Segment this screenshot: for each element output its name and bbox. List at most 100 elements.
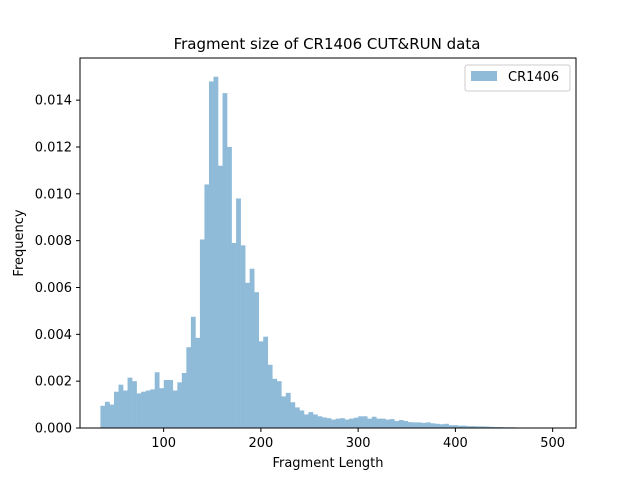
- histogram-bar: [163, 379, 169, 428]
- histogram-bar: [290, 402, 296, 428]
- histogram-bar: [299, 410, 305, 428]
- histogram-bar: [145, 390, 151, 428]
- histogram-bar: [132, 381, 137, 428]
- histogram-bar: [213, 76, 219, 428]
- histogram-bar: [236, 198, 241, 428]
- histogram-bar: [218, 165, 223, 429]
- y-tick-label: 0.010: [35, 187, 72, 202]
- histogram-bar: [426, 422, 431, 428]
- histogram-bar: [159, 388, 165, 428]
- histogram-bar: [421, 422, 427, 428]
- histogram-bar: [118, 384, 124, 428]
- histogram-bar: [195, 337, 201, 428]
- histogram-bar: [249, 268, 255, 428]
- histogram-bar: [448, 425, 454, 428]
- x-axis: 100 200 300 400 500: [151, 428, 565, 451]
- histogram-bar: [489, 426, 495, 428]
- legend-swatch: [471, 71, 497, 81]
- legend-label: CR1406: [508, 70, 559, 85]
- histogram-bar: [358, 416, 364, 428]
- histogram-bar: [294, 407, 300, 428]
- histogram-bar: [335, 418, 341, 428]
- histogram-bar: [204, 184, 210, 428]
- histogram-bar: [435, 423, 440, 428]
- histogram-bar: [113, 391, 119, 428]
- x-axis-label: Fragment Length: [272, 456, 383, 471]
- histogram-bar: [367, 418, 373, 428]
- histogram-bar: [471, 426, 477, 428]
- histogram-bar: [349, 418, 354, 428]
- y-tick-label: 0.006: [35, 281, 72, 296]
- histogram-bar: [177, 382, 183, 428]
- histogram-bar: [317, 416, 323, 428]
- x-tick-label: 500: [540, 436, 565, 451]
- histogram-bar: [303, 414, 309, 428]
- histogram-bars: [100, 76, 553, 429]
- histogram-bar: [416, 422, 422, 428]
- histogram-bar: [394, 420, 400, 428]
- histogram-bar: [276, 381, 282, 428]
- histogram-bar: [123, 390, 128, 428]
- y-tick-label: 0.002: [35, 375, 72, 390]
- histogram-bar: [389, 419, 395, 428]
- histogram-bar: [344, 419, 350, 428]
- histogram-bar: [141, 391, 146, 428]
- histogram-bar: [136, 393, 142, 428]
- x-tick-label: 400: [443, 436, 468, 451]
- histogram-bar: [444, 423, 449, 428]
- histogram-bar: [199, 239, 205, 428]
- y-tick-label: 0.008: [35, 234, 72, 249]
- histogram-bar: [172, 390, 178, 428]
- histogram-bar: [267, 364, 273, 428]
- histogram-bar: [254, 292, 260, 428]
- histogram-bar: [281, 396, 287, 428]
- histogram-bar: [109, 404, 115, 428]
- plot-frame: [79, 57, 577, 429]
- histogram-bar: [466, 426, 472, 428]
- histogram-bar: [326, 418, 332, 428]
- legend: CR1406: [464, 64, 571, 92]
- histogram-bar: [308, 412, 314, 428]
- histogram-bar: [457, 425, 463, 428]
- x-tick-label: 100: [151, 436, 176, 451]
- histogram-bar: [245, 282, 250, 428]
- y-tick-label: 0.000: [35, 422, 72, 437]
- histogram-bar: [331, 419, 336, 428]
- histogram-bar: [430, 423, 436, 428]
- histogram-bar: [462, 425, 468, 428]
- histogram-bar: [403, 420, 409, 428]
- histogram-bar: [222, 93, 228, 428]
- histogram-bar: [322, 417, 327, 428]
- histogram-bar: [285, 392, 291, 428]
- histogram-bar: [127, 377, 133, 428]
- histogram-bar: [412, 422, 418, 428]
- histogram-bar: [227, 146, 232, 428]
- histogram-bar: [150, 389, 155, 428]
- histogram-bar: [100, 405, 106, 428]
- histogram-bar: [231, 243, 237, 428]
- histogram-bar: [380, 418, 386, 428]
- histogram-bar: [453, 425, 458, 428]
- histogram-bar: [258, 341, 264, 428]
- histogram-bar: [154, 372, 160, 428]
- histogram-bar: [186, 347, 192, 428]
- histogram-bar: [312, 414, 318, 428]
- histogram-bar: [475, 426, 481, 428]
- histogram-bar: [263, 336, 269, 428]
- y-axis: 0.000 0.002 0.004 0.006 0.008 0.010 0.012 0.014: [35, 94, 80, 437]
- histogram-bar: [407, 422, 413, 428]
- histogram-bar: [168, 379, 174, 428]
- y-tick-label: 0.014: [35, 94, 72, 109]
- histogram-bar: [208, 81, 214, 428]
- y-tick-label: 0.004: [35, 328, 72, 343]
- histogram-bar: [340, 418, 345, 428]
- histogram-bar: [398, 420, 404, 428]
- y-tick-label: 0.012: [35, 140, 72, 155]
- x-tick-label: 300: [346, 436, 371, 451]
- histogram-bar: [104, 401, 110, 428]
- x-tick-label: 200: [248, 436, 273, 451]
- histogram-bar: [240, 245, 246, 428]
- chart-title: Fragment size of CR1406 CUT&RUN data: [174, 35, 481, 53]
- histogram-bar: [362, 416, 368, 428]
